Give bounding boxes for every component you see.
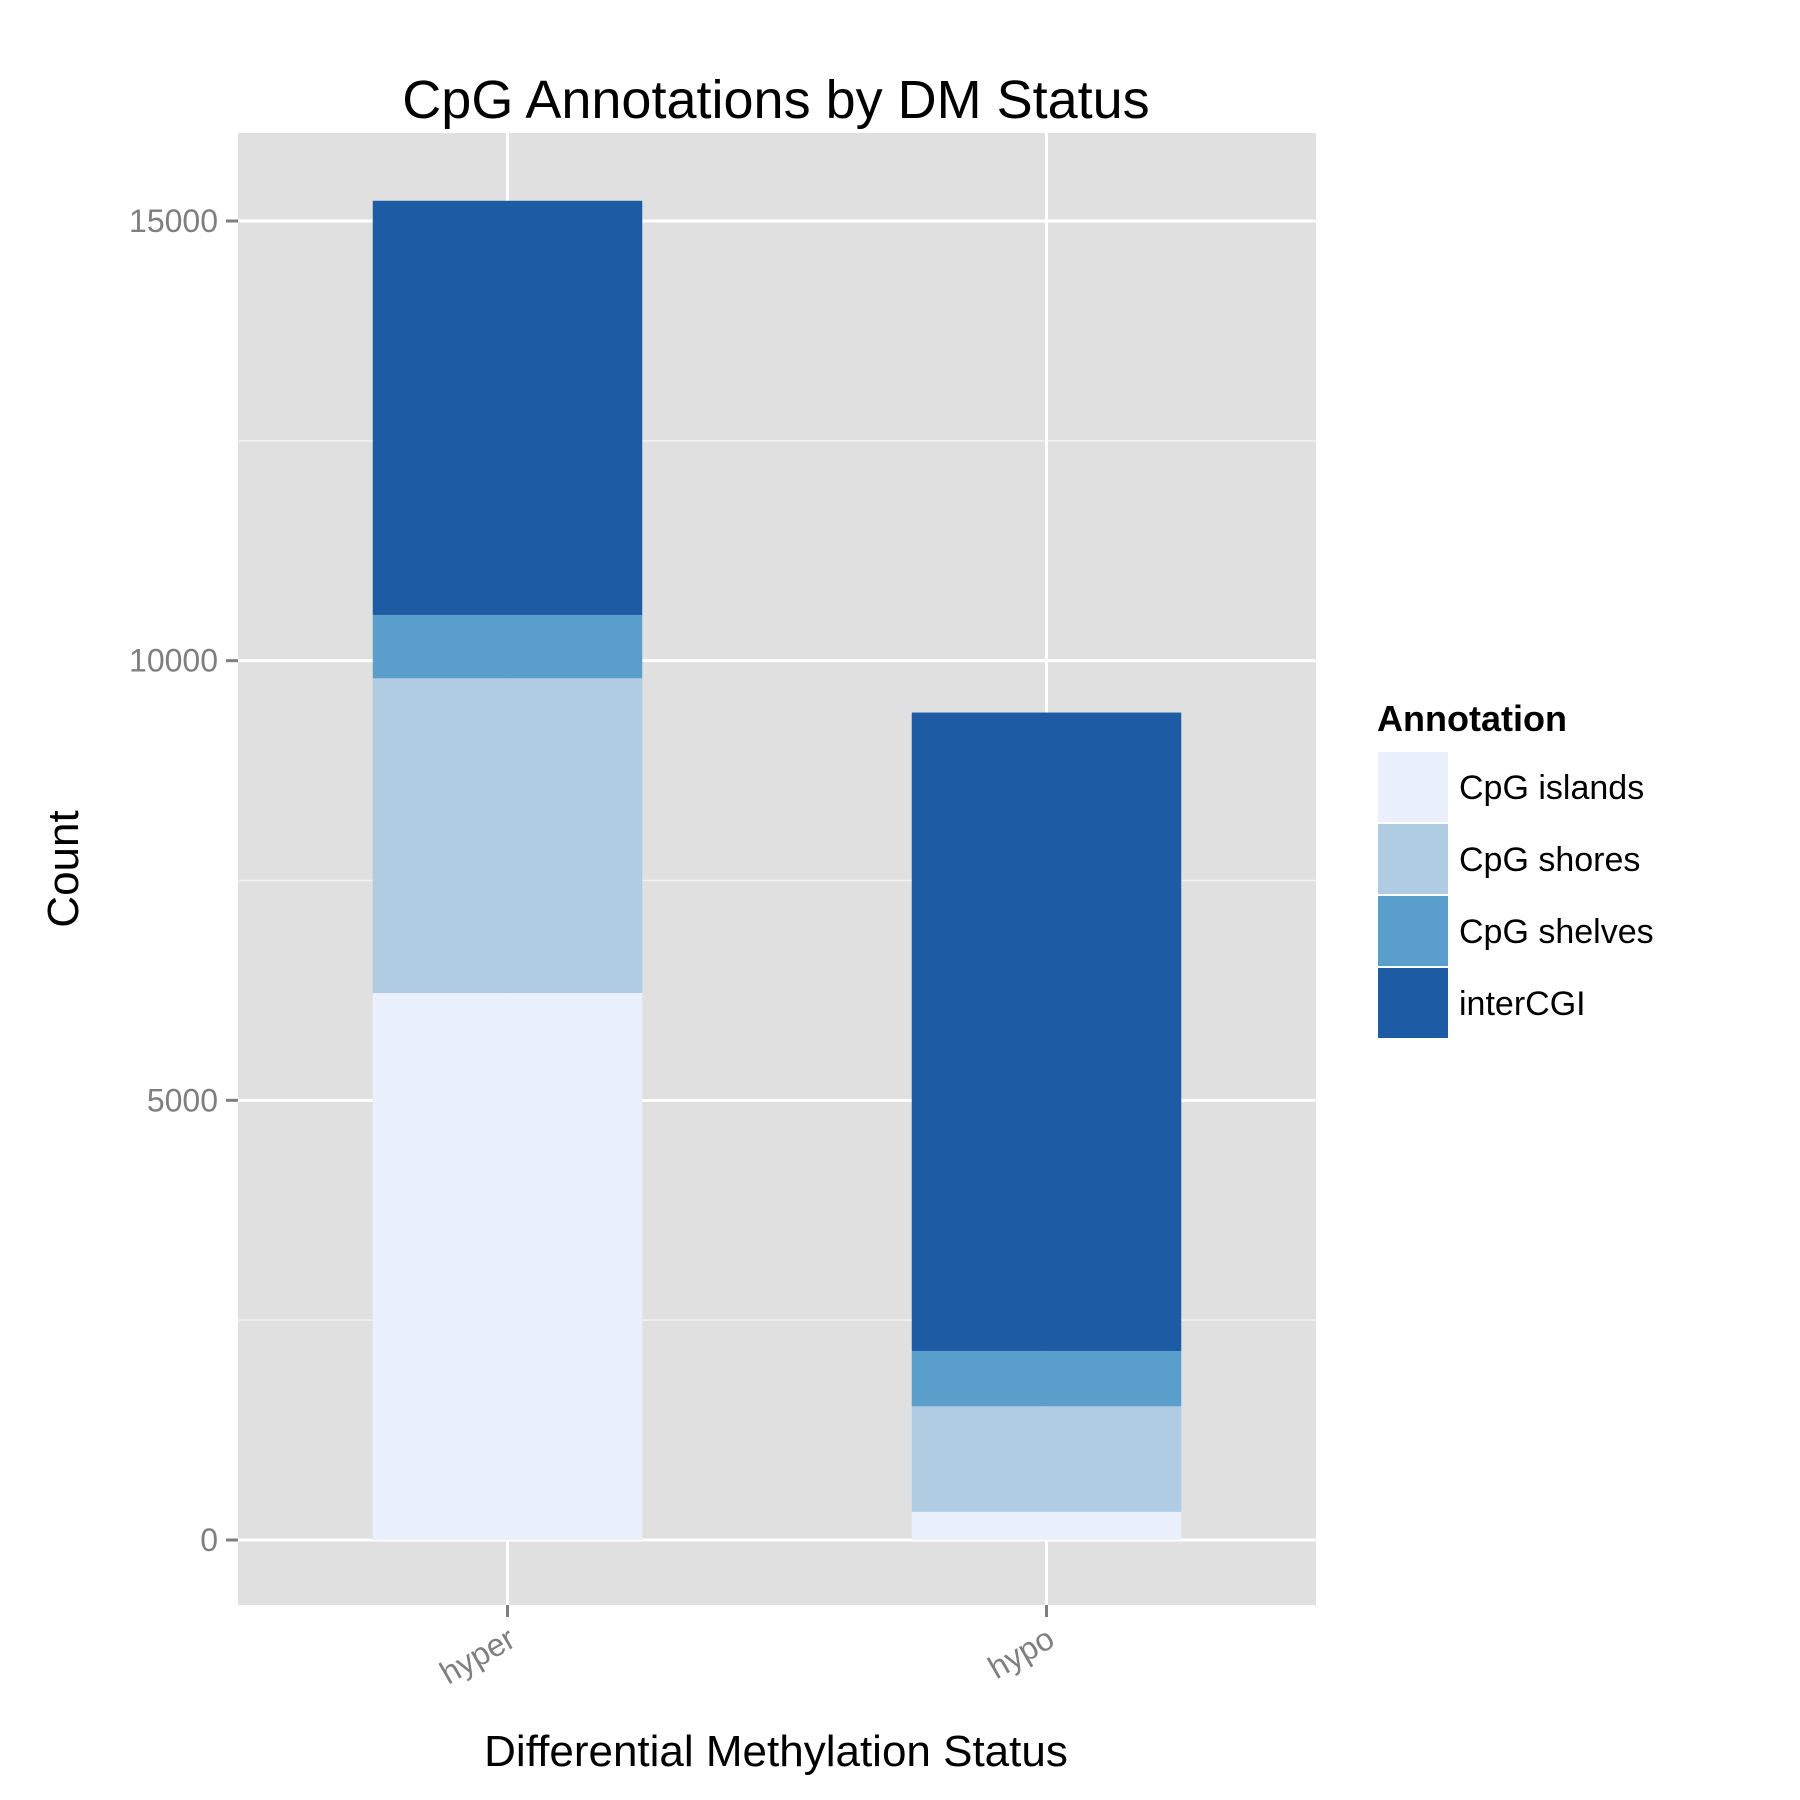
y-tick-label: 10000	[129, 643, 218, 679]
legend-label-cpg-islands: CpG islands	[1459, 769, 1644, 807]
x-axis: hyper hypo	[434, 1605, 1060, 1691]
legend-label-intercgi: interCGI	[1459, 985, 1586, 1023]
x-tick-label: hypo	[982, 1620, 1060, 1686]
bar-hypo-intercgi	[911, 712, 1182, 1351]
y-tick-label: 15000	[129, 203, 218, 239]
legend: Annotation CpG islands CpG shores CpG shel…	[1376, 698, 1654, 1040]
y-axis: 0 5000 10000 15000	[129, 203, 238, 1558]
bar-hyper-cpg-islands	[372, 993, 643, 1540]
bar-hypo-cpg-shores	[911, 1406, 1182, 1512]
bars	[372, 200, 1182, 1540]
legend-label-cpg-shores: CpG shores	[1459, 841, 1640, 879]
legend-title: Annotation	[1377, 698, 1567, 739]
y-axis-title: Count	[39, 810, 88, 927]
bar-hypo-cpg-islands	[911, 1511, 1182, 1540]
legend-key-cpg-islands	[1376, 750, 1450, 824]
y-tick-label: 5000	[147, 1082, 218, 1118]
chart-title: CpG Annotations by DM Status	[402, 70, 1149, 130]
bar-hyper-intercgi	[372, 200, 643, 615]
bar-hyper-cpg-shores	[372, 678, 643, 994]
legend-key-cpg-shelves	[1376, 894, 1450, 968]
y-tick-label: 0	[200, 1522, 218, 1558]
x-axis-title: Differential Methylation Status	[484, 1727, 1068, 1776]
legend-key-intercgi	[1376, 966, 1450, 1040]
legend-key-cpg-shores	[1376, 822, 1450, 896]
legend-label-cpg-shelves: CpG shelves	[1459, 913, 1654, 951]
bar-hypo-cpg-shelves	[911, 1350, 1182, 1407]
x-tick-label: hyper	[434, 1620, 522, 1691]
bar-hyper-cpg-shelves	[372, 614, 643, 679]
